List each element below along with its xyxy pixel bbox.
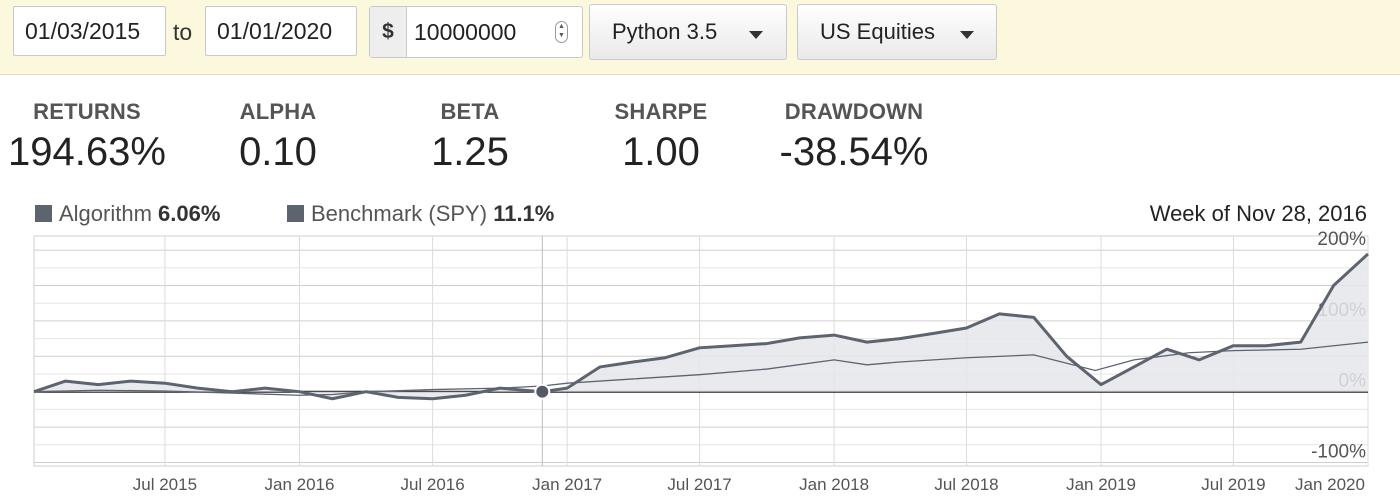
performance-chart[interactable]: Jul 2015 Jan 2016 Jul 2016 Jan 2017 Jul 2017… [0, 228, 1400, 498]
x-tick-label: Jan 2018 [799, 475, 869, 494]
chevron-down-icon [749, 31, 763, 39]
x-tick-label: Jan 2020 [1295, 475, 1365, 494]
x-tick-label: Jan 2017 [532, 475, 602, 494]
capital-spinner-icon[interactable]: ▲ ▼ [555, 21, 568, 43]
x-tick-label: Jul 2015 [133, 475, 197, 494]
date-range-separator: to [173, 19, 193, 45]
x-tick-label: Jul 2019 [1201, 475, 1265, 494]
benchmark-swatch-icon [287, 205, 304, 222]
metric-value: 1.25 [431, 130, 509, 174]
currency-symbol: $ [370, 7, 407, 57]
python-version-dropdown[interactable]: Python 3.5 [589, 4, 787, 60]
metric-label: ALPHA [239, 99, 317, 124]
metric-drawdown: DRAWDOWN -38.54% [770, 99, 938, 174]
capital-input-group: $ 10000000 ▲ ▼ [369, 6, 583, 58]
benchmark-line [33, 341, 1369, 396]
metric-value: 0.10 [239, 130, 317, 174]
hover-date-label: Week of Nov 28, 2016 [1149, 201, 1367, 226]
x-tick-label: Jan 2019 [1066, 475, 1136, 494]
metric-label: DRAWDOWN [784, 99, 924, 124]
capital-input[interactable]: 10000000 [414, 19, 517, 45]
algorithm-line [33, 252, 1370, 401]
algorithm-area [34, 254, 1368, 399]
metric-value: -38.54% [779, 130, 929, 174]
metric-beta: BETA 1.25 [398, 99, 542, 174]
y-tick-label: 200% [1317, 229, 1366, 250]
metric-label: SHARPE [614, 99, 708, 124]
metric-alpha: ALPHA 0.10 [206, 99, 350, 174]
x-tick-label: Jul 2016 [400, 475, 464, 494]
legend-benchmark-label: Benchmark (SPY) [311, 201, 488, 226]
end-date-input[interactable]: 01/01/2020 [205, 6, 357, 56]
start-date-input[interactable]: 01/03/2015 [13, 6, 166, 56]
legend-algorithm-label: Algorithm [59, 201, 152, 226]
legend-algorithm-value: 6.06% [158, 201, 221, 226]
x-tick-label: Jul 2018 [934, 475, 998, 494]
hover-marker [534, 383, 551, 400]
metric-label: RETURNS [33, 99, 141, 124]
metric-value: 1.00 [622, 130, 700, 174]
backtest-toolbar: 01/03/2015 to 01/01/2020 $ 10000000 ▲ ▼ P… [0, 0, 1400, 75]
metric-value: 194.63% [8, 130, 166, 174]
metric-sharpe: SHARPE 1.00 [589, 99, 733, 174]
python-version-label: Python 3.5 [612, 19, 718, 44]
universe-label: US Equities [820, 19, 935, 44]
metric-returns: RETURNS 194.63% [0, 99, 174, 174]
y-tick-label: -100% [1311, 441, 1366, 462]
algorithm-swatch-icon [35, 205, 52, 222]
legend-algorithm[interactable]: Algorithm 6.06% [35, 201, 220, 227]
legend-benchmark-value: 11.1% [493, 201, 555, 226]
x-tick-label: Jan 2016 [265, 475, 335, 494]
legend-benchmark[interactable]: Benchmark (SPY) 11.1% [287, 201, 554, 227]
x-tick-label: Jul 2017 [667, 475, 731, 494]
metric-label: BETA [440, 99, 500, 124]
chevron-down-icon [960, 31, 974, 39]
universe-dropdown[interactable]: US Equities [797, 4, 997, 60]
